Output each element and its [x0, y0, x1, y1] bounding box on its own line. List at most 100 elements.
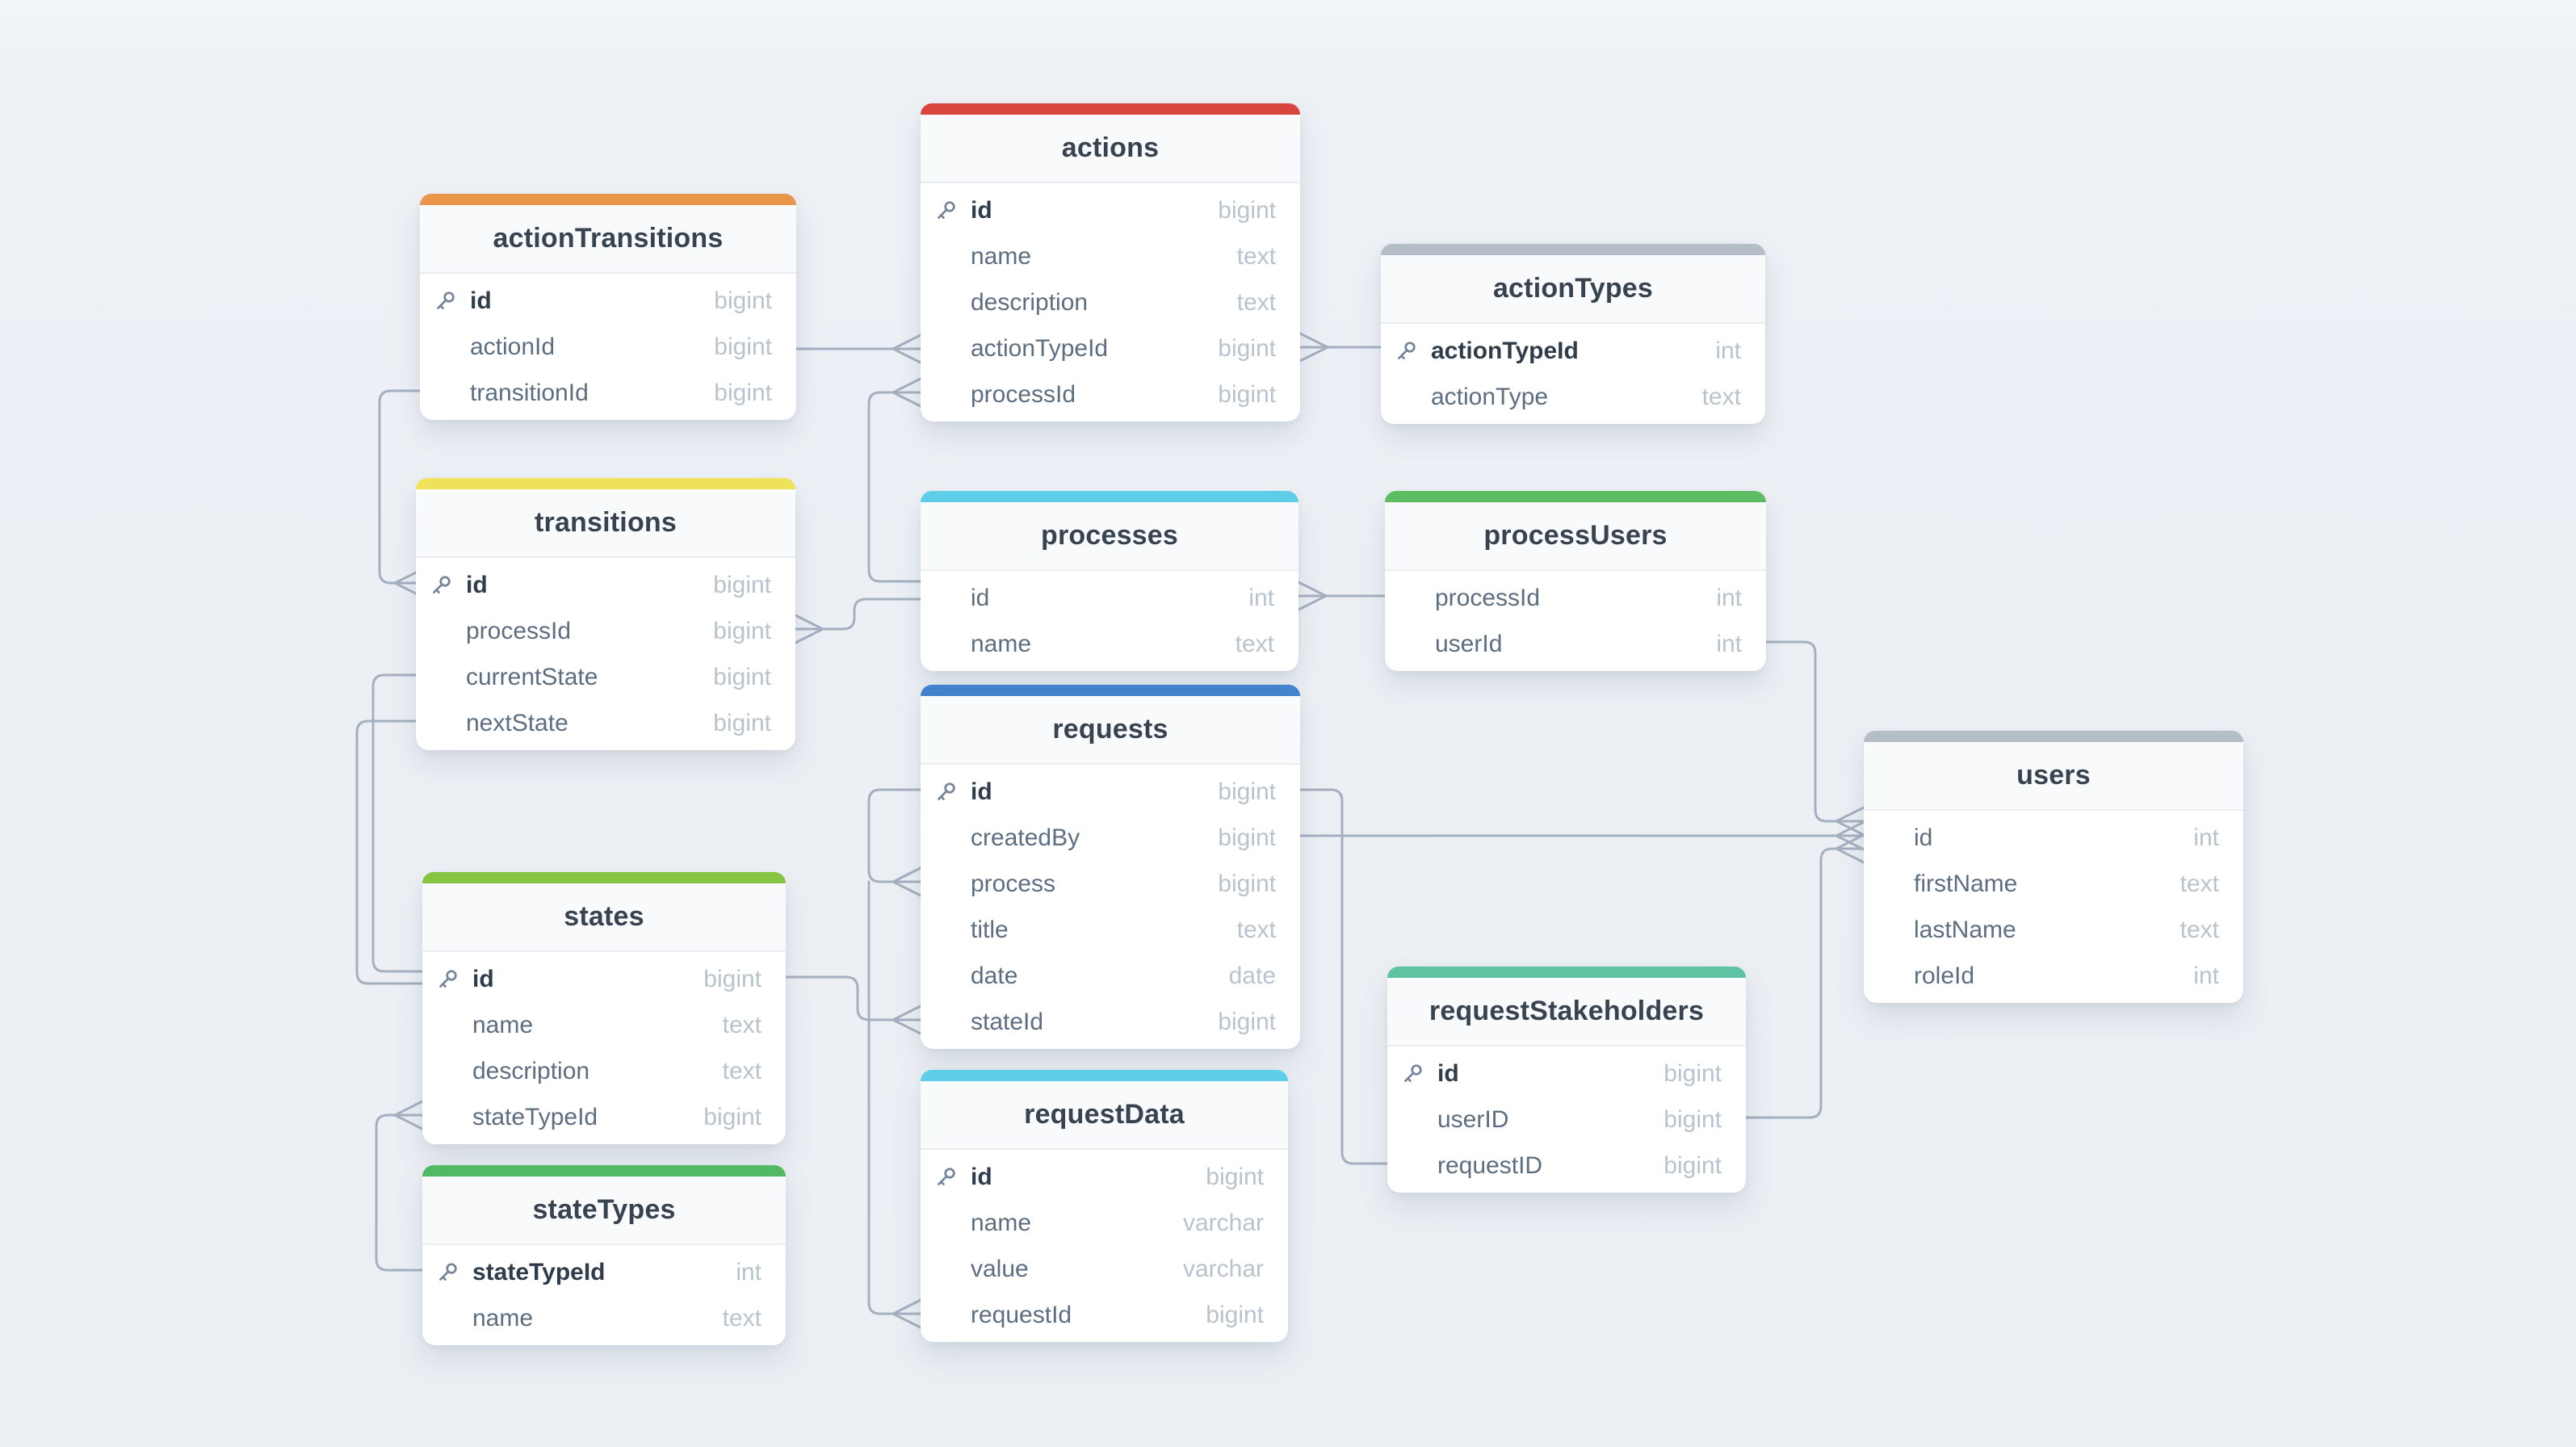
field-name: name	[971, 242, 1032, 270]
table-color-bar	[921, 103, 1300, 115]
field-row-requestData-name[interactable]: name varchar	[921, 1200, 1288, 1246]
relationship-requests.createdBy-users.id[interactable]	[1298, 820, 1865, 851]
field-row-states-stateTypeId[interactable]: stateTypeId bigint	[422, 1094, 786, 1140]
field-row-transitions-nextState[interactable]: nextState bigint	[416, 700, 795, 746]
field-type: int	[2193, 824, 2219, 851]
field-type: bigint	[1218, 334, 1276, 362]
relationship-line	[378, 389, 424, 585]
field-row-actionTypes-actionType[interactable]: actionType text	[1381, 374, 1765, 420]
key-icon	[435, 1260, 472, 1285]
field-row-stateTypes-name[interactable]: name text	[422, 1295, 786, 1341]
field-row-requestData-id[interactable]: id bigint	[921, 1154, 1288, 1200]
field-name: description	[971, 288, 1089, 316]
relationship-requests.process-processes.id[interactable]	[867, 788, 922, 897]
field-row-states-id[interactable]: id bigint	[422, 956, 786, 1002]
relationship-states.stateTypeId-stateTypes.stateTypeId[interactable]	[375, 1100, 424, 1272]
relationship-line	[784, 975, 922, 1021]
field-row-users-firstName[interactable]: firstName text	[1864, 861, 2243, 907]
field-type: bigint	[714, 379, 772, 406]
table-processUsers[interactable]: processUsers processId int userId int	[1385, 491, 1766, 671]
table-stateTypes[interactable]: stateTypes stateTypeId int name text	[422, 1165, 786, 1345]
field-row-actionTypes-actionTypeId[interactable]: actionTypeId int	[1381, 328, 1765, 374]
table-header: requestData	[921, 1081, 1288, 1150]
field-name: date	[971, 962, 1018, 989]
field-row-states-description[interactable]: description text	[422, 1048, 786, 1094]
crow-foot-icon	[1298, 332, 1329, 349]
relationship-requestStakeholders.userID-users.id[interactable]	[1744, 833, 1865, 1119]
field-row-stateTypes-stateTypeId[interactable]: stateTypeId int	[422, 1249, 786, 1295]
table-color-bar	[1385, 491, 1766, 502]
key-icon	[933, 779, 971, 804]
crow-foot-icon	[1835, 806, 1865, 823]
field-name: stateId	[971, 1008, 1044, 1035]
field-row-requests-date[interactable]: date date	[921, 953, 1300, 999]
table-users[interactable]: users id int firstName text lastName text roleI…	[1864, 731, 2243, 1003]
field-row-actions-processId[interactable]: processId bigint	[921, 371, 1300, 417]
field-row-actionTransitions-transitionId[interactable]: transitionId bigint	[420, 370, 796, 416]
field-row-users-roleId[interactable]: roleId int	[1864, 953, 2243, 999]
table-title: requestData	[1024, 1099, 1185, 1130]
field-row-requestData-requestId[interactable]: requestId bigint	[921, 1292, 1288, 1338]
table-requestStakeholders[interactable]: requestStakeholders id bigint userID bigint r…	[1387, 967, 1746, 1193]
field-row-actionTransitions-actionId[interactable]: actionId bigint	[420, 324, 796, 370]
field-row-actions-id[interactable]: id bigint	[921, 187, 1300, 233]
field-row-requestStakeholders-requestID[interactable]: requestID bigint	[1387, 1143, 1746, 1189]
field-row-requests-process[interactable]: process bigint	[921, 861, 1300, 907]
field-row-users-id[interactable]: id int	[1864, 815, 2243, 861]
field-type: int	[1248, 584, 1274, 611]
relationship-line	[867, 880, 922, 1315]
table-actionTypes[interactable]: actionTypes actionTypeId int actionType text	[1381, 244, 1765, 424]
field-row-processUsers-processId[interactable]: processId int	[1385, 575, 1766, 621]
field-row-processUsers-userId[interactable]: userId int	[1385, 621, 1766, 667]
relationship-transitions.processId-processes.id[interactable]	[794, 598, 922, 644]
relationship-transitions.nextState-states.id[interactable]	[355, 719, 424, 985]
field-row-users-lastName[interactable]: lastName text	[1864, 907, 2243, 953]
relationship-requests.id-requestData.requestId[interactable]	[867, 880, 922, 1329]
field-row-requests-id[interactable]: id bigint	[921, 769, 1300, 815]
field-type: text	[722, 1057, 761, 1084]
field-row-actions-actionTypeId[interactable]: actionTypeId bigint	[921, 325, 1300, 371]
table-actions[interactable]: actions id bigint name text description text ac…	[921, 103, 1300, 422]
table-requestData[interactable]: requestData id bigint name varchar value varch…	[921, 1070, 1288, 1342]
field-name: requestId	[971, 1301, 1072, 1328]
field-row-actions-name[interactable]: name text	[921, 233, 1300, 279]
field-name: roleId	[1914, 962, 1975, 989]
field-type: bigint	[1218, 380, 1276, 408]
field-row-requestStakeholders-userID[interactable]: userID bigint	[1387, 1097, 1746, 1143]
field-type: bigint	[713, 663, 771, 690]
table-requests[interactable]: requests id bigint createdBy bigint process bi…	[921, 685, 1300, 1049]
field-row-requests-createdBy[interactable]: createdBy bigint	[921, 815, 1300, 861]
table-states[interactable]: states id bigint name text description text sta…	[422, 872, 786, 1144]
field-row-states-name[interactable]: name text	[422, 1002, 786, 1048]
field-row-requestData-value[interactable]: value varchar	[921, 1246, 1288, 1292]
relationship-processes.id-processUsers.processId[interactable]	[1297, 581, 1387, 611]
field-row-transitions-id[interactable]: id bigint	[416, 562, 795, 608]
table-transitions[interactable]: transitions id bigint processId bigint curren…	[416, 478, 795, 750]
table-fields: stateTypeId int name text	[422, 1245, 786, 1345]
field-row-actions-description[interactable]: description text	[921, 279, 1300, 325]
relationship-transitions.currentState-states.id[interactable]	[371, 673, 424, 973]
field-row-processes-name[interactable]: name text	[921, 621, 1298, 667]
field-row-requestStakeholders-id[interactable]: id bigint	[1387, 1051, 1746, 1097]
field-row-transitions-processId[interactable]: processId bigint	[416, 608, 795, 654]
field-row-requests-title[interactable]: title text	[921, 907, 1300, 953]
field-row-actionTransitions-id[interactable]: id bigint	[420, 278, 796, 324]
relationship-processUsers.userId-users.id[interactable]	[1764, 640, 1865, 837]
table-header: actions	[921, 115, 1300, 183]
relationship-requests.id-requestStakeholders.requestID[interactable]	[1298, 788, 1389, 1165]
field-type: text	[1236, 288, 1276, 316]
table-processes[interactable]: processes id int name text	[921, 491, 1298, 671]
relationship-actions.actionTypeId-actionTypes.actionTypeId[interactable]	[1298, 332, 1382, 363]
field-row-processes-id[interactable]: id int	[921, 575, 1298, 621]
table-actionTransitions[interactable]: actionTransitions id bigint actionId bigint t…	[420, 194, 796, 420]
field-row-transitions-currentState[interactable]: currentState bigint	[416, 654, 795, 700]
field-type: int	[1716, 630, 1742, 657]
relationship-states.id-requests.stateId[interactable]	[784, 975, 922, 1035]
field-type: bigint	[713, 571, 771, 598]
relationship-actionTransitions.actionId-actions.id[interactable]	[795, 333, 922, 364]
relationship-actions.processId-processes.id[interactable]	[867, 377, 922, 583]
field-type: bigint	[703, 965, 761, 992]
field-row-requests-stateId[interactable]: stateId bigint	[921, 999, 1300, 1045]
field-name: id	[470, 287, 492, 314]
